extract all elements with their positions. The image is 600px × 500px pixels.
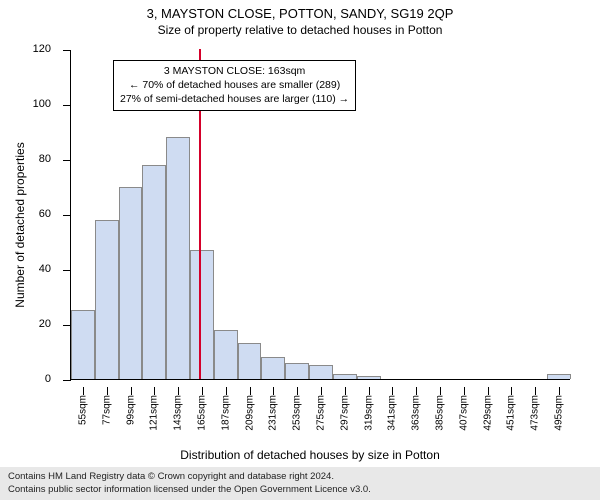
y-tick-label: 120 — [33, 43, 51, 55]
x-tick-label: 275sqm — [316, 395, 327, 431]
x-tick-label: 341sqm — [387, 395, 398, 431]
histogram-bar — [166, 137, 190, 379]
histogram-bar — [333, 374, 357, 380]
y-tick-label: 80 — [39, 153, 51, 165]
histogram-bar — [261, 357, 285, 379]
x-tick-label: 165sqm — [196, 395, 207, 431]
x-tick-label: 385sqm — [435, 395, 446, 431]
x-tick-label: 253sqm — [292, 395, 303, 431]
annotation-box: 3 MAYSTON CLOSE: 163sqm ← 70% of detache… — [113, 60, 356, 111]
histogram-bar — [547, 374, 571, 380]
y-tick-label: 100 — [33, 98, 51, 110]
y-tick-label: 0 — [45, 373, 51, 385]
x-tick-label: 209sqm — [244, 395, 255, 431]
annotation-line: 27% of semi-detached houses are larger (… — [120, 92, 349, 106]
annotation-line: ← 70% of detached houses are smaller (28… — [120, 78, 349, 92]
histogram-bar — [71, 310, 95, 379]
y-axis-label: Number of detached properties — [13, 142, 27, 307]
histogram-bar — [142, 165, 166, 380]
x-tick-label: 231sqm — [268, 395, 279, 431]
y-tick-label: 40 — [39, 263, 51, 275]
histogram-bar — [95, 220, 119, 380]
chart-container: 3, MAYSTON CLOSE, POTTON, SANDY, SG19 2Q… — [0, 0, 600, 500]
annotation-line: 3 MAYSTON CLOSE: 163sqm — [120, 64, 349, 78]
x-tick-label: 451sqm — [506, 395, 517, 431]
page-subtitle: Size of property relative to detached ho… — [0, 21, 600, 37]
histogram-bar — [285, 363, 309, 380]
x-tick-label: 495sqm — [554, 395, 565, 431]
x-axis-label: Distribution of detached houses by size … — [180, 448, 440, 462]
y-tick-label: 20 — [39, 318, 51, 330]
page-title: 3, MAYSTON CLOSE, POTTON, SANDY, SG19 2Q… — [0, 0, 600, 21]
footer-line: Contains public sector information licen… — [8, 484, 592, 496]
x-tick-label: 99sqm — [125, 395, 136, 425]
x-tick-label: 187sqm — [220, 395, 231, 431]
x-tick-label: 429sqm — [482, 395, 493, 431]
chart-area: Number of detached properties 0204060801… — [50, 50, 570, 400]
histogram-bar — [357, 376, 381, 379]
x-tick-label: 319sqm — [363, 395, 374, 431]
histogram-bar — [309, 365, 333, 379]
footer-line: Contains HM Land Registry data © Crown c… — [8, 471, 592, 483]
histogram-bar — [190, 250, 214, 379]
footer: Contains HM Land Registry data © Crown c… — [0, 467, 600, 500]
x-tick-label: 473sqm — [530, 395, 541, 431]
histogram-bar — [119, 187, 143, 380]
y-tick-label: 60 — [39, 208, 51, 220]
x-tick-label: 407sqm — [458, 395, 469, 431]
histogram-bar — [214, 330, 238, 380]
x-tick-label: 121sqm — [149, 395, 160, 431]
x-tick-label: 77sqm — [101, 395, 112, 425]
x-tick-label: 363sqm — [411, 395, 422, 431]
plot-region: 02040608010012055sqm77sqm99sqm121sqm143s… — [70, 50, 570, 380]
histogram-bar — [238, 343, 262, 379]
x-tick-label: 143sqm — [173, 395, 184, 431]
x-tick-label: 55sqm — [77, 395, 88, 425]
x-tick-label: 297sqm — [339, 395, 350, 431]
